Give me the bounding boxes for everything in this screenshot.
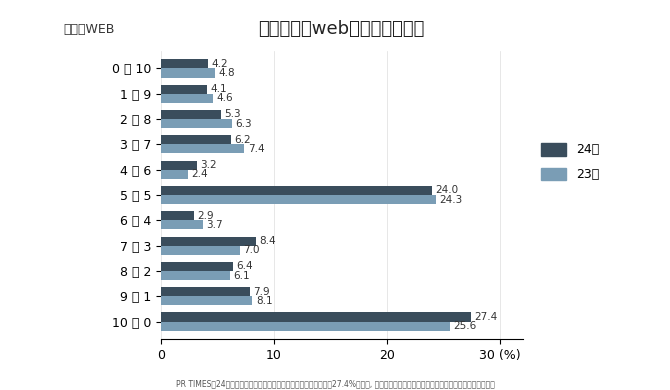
Bar bbox=[161, 161, 197, 170]
Text: 4.1: 4.1 bbox=[210, 84, 227, 94]
Text: 6.3: 6.3 bbox=[235, 119, 252, 129]
Text: 7.0: 7.0 bbox=[243, 245, 260, 255]
Bar bbox=[161, 236, 256, 246]
Bar bbox=[161, 144, 245, 154]
Bar bbox=[161, 271, 230, 280]
Bar bbox=[161, 246, 240, 255]
Text: 3.2: 3.2 bbox=[200, 160, 217, 170]
Text: 5.3: 5.3 bbox=[224, 110, 241, 119]
Text: 3.7: 3.7 bbox=[206, 220, 222, 230]
Text: 2.4: 2.4 bbox=[192, 169, 208, 179]
Bar bbox=[161, 85, 207, 94]
Text: 27.4: 27.4 bbox=[474, 312, 497, 322]
Title: 対面面接とweb面接の実施比率: 対面面接とweb面接の実施比率 bbox=[259, 20, 425, 38]
Bar bbox=[161, 170, 188, 179]
Bar bbox=[161, 312, 470, 322]
Text: 6.2: 6.2 bbox=[234, 135, 251, 145]
Text: 6.4: 6.4 bbox=[237, 261, 253, 271]
Text: 対面：WEB: 対面：WEB bbox=[63, 23, 115, 36]
Text: 2.9: 2.9 bbox=[197, 211, 214, 221]
Bar bbox=[161, 287, 250, 296]
Bar bbox=[161, 195, 436, 204]
Bar bbox=[161, 94, 213, 103]
Bar bbox=[161, 110, 220, 119]
Bar bbox=[161, 59, 208, 68]
Text: 7.9: 7.9 bbox=[253, 287, 270, 297]
Bar bbox=[161, 119, 232, 128]
Text: 6.1: 6.1 bbox=[233, 271, 250, 280]
Bar bbox=[161, 262, 233, 271]
Bar bbox=[161, 296, 253, 305]
Text: 4.2: 4.2 bbox=[212, 59, 228, 69]
Bar bbox=[161, 322, 450, 331]
Bar bbox=[161, 68, 215, 78]
Text: 4.6: 4.6 bbox=[216, 93, 233, 103]
Text: 4.8: 4.8 bbox=[218, 68, 235, 78]
Bar bbox=[161, 220, 202, 229]
Text: 25.6: 25.6 bbox=[454, 321, 477, 331]
Text: 24.3: 24.3 bbox=[439, 195, 462, 205]
Text: 8.1: 8.1 bbox=[256, 296, 273, 306]
Bar bbox=[161, 135, 231, 144]
Text: 24.0: 24.0 bbox=[436, 185, 459, 195]
Bar bbox=[161, 211, 194, 220]
Bar bbox=[161, 186, 432, 195]
Legend: 24卒, 23卒: 24卒, 23卒 bbox=[536, 138, 604, 186]
Text: PR TIMES「24卒採用の面接は「対面形式のみ」を予定する企業が27.4%で最多, 対面実施に舵を切る傾向に。」より弊社にてグラフを作成: PR TIMES「24卒採用の面接は「対面形式のみ」を予定する企業が27.4%で… bbox=[176, 379, 494, 388]
Text: 7.4: 7.4 bbox=[248, 144, 265, 154]
Text: 8.4: 8.4 bbox=[259, 236, 276, 246]
